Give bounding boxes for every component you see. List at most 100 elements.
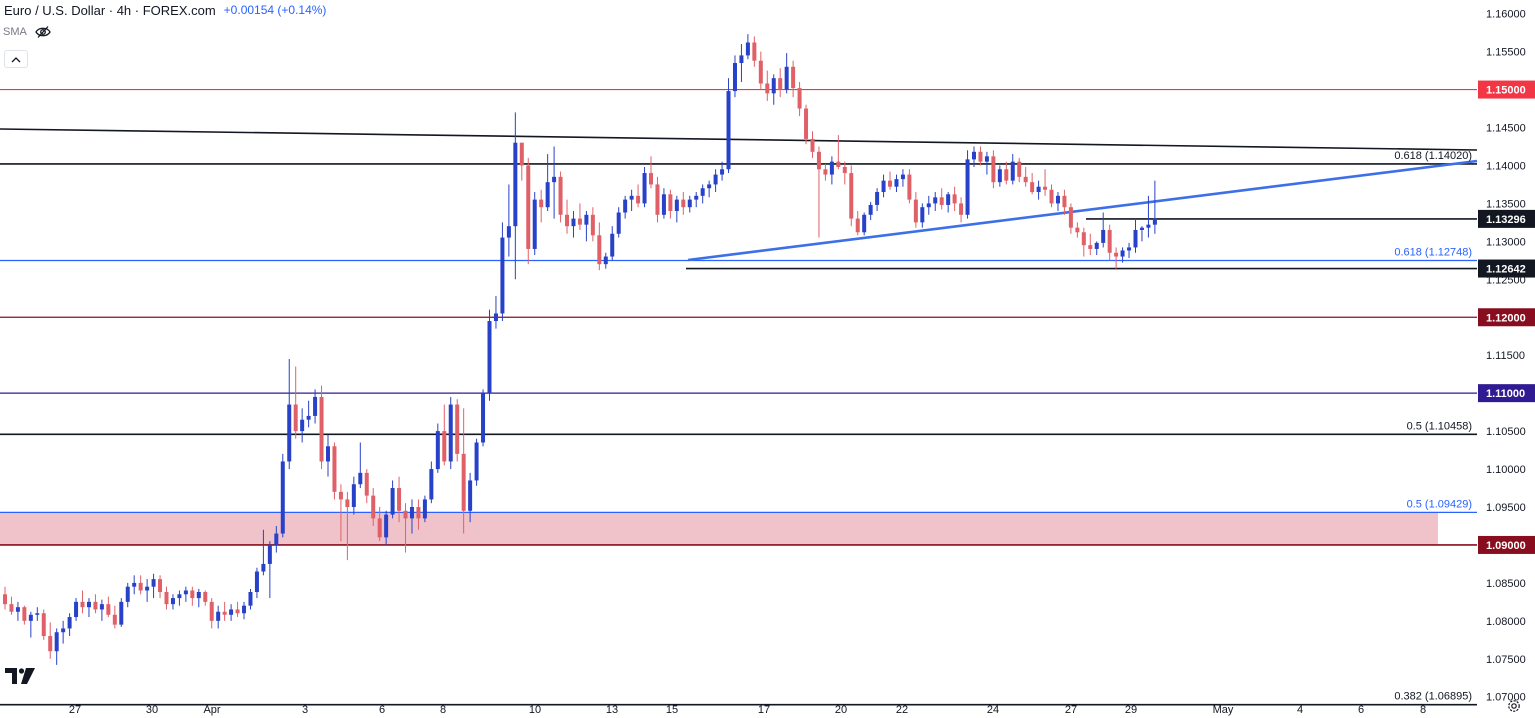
- y-tick-label: 1.10000: [1486, 464, 1526, 476]
- candle-up: [707, 184, 712, 189]
- candle-down: [41, 613, 46, 637]
- candle-up: [474, 442, 479, 481]
- candle-down: [9, 604, 14, 612]
- candle-down: [797, 88, 802, 109]
- candle-down: [577, 218, 582, 225]
- candle-down: [649, 173, 653, 185]
- candle-up: [616, 212, 621, 234]
- candle-down: [816, 151, 821, 170]
- candle-up: [15, 607, 20, 612]
- price-label-text: 1.12642: [1486, 264, 1526, 276]
- candle-down: [539, 199, 544, 208]
- candle-down: [1004, 169, 1009, 181]
- candle-down: [519, 142, 524, 166]
- candle-down: [22, 607, 27, 621]
- price-label-box: [1478, 535, 1535, 554]
- candle-up: [946, 194, 951, 205]
- candle-up: [390, 488, 395, 515]
- candle-up: [177, 594, 182, 599]
- candle-down: [345, 499, 350, 508]
- candle-up: [384, 514, 389, 538]
- candle-up: [771, 78, 776, 94]
- fib-label: 0.5 (1.10458): [1407, 420, 1472, 432]
- x-tick-label: 20: [835, 704, 847, 716]
- candle-up: [1101, 229, 1106, 243]
- price-label-box: [1478, 209, 1535, 228]
- candle-up: [720, 169, 725, 175]
- x-tick-label: 6: [1358, 704, 1364, 716]
- fib-label: 0.618 (1.14020): [1394, 150, 1472, 162]
- candle-up: [132, 582, 137, 587]
- y-tick-label: 1.09500: [1486, 502, 1526, 514]
- price-label-box: [1478, 384, 1535, 403]
- candle-up: [267, 544, 272, 564]
- candle-up: [1139, 227, 1144, 230]
- y-tick-label: 1.14500: [1486, 123, 1526, 135]
- candle-up: [571, 218, 576, 227]
- candle-down: [681, 199, 686, 208]
- candle-down: [791, 66, 796, 89]
- symbol-title[interactable]: Euro / U.S. Dollar · 4h · FOREX.com: [4, 2, 216, 18]
- candle-up: [125, 586, 130, 602]
- candle-down: [332, 446, 337, 492]
- candle-down: [1088, 245, 1093, 249]
- collapse-legend-button[interactable]: [4, 50, 28, 68]
- price-label-box: [1478, 80, 1535, 99]
- indicator-legend[interactable]: SMA: [3, 25, 51, 39]
- candle-up: [351, 484, 356, 508]
- price-label-box: [1478, 308, 1535, 327]
- candle-down: [164, 592, 169, 605]
- candle-down: [1043, 186, 1048, 190]
- candle-up: [881, 180, 886, 193]
- x-tick-label: 24: [987, 704, 999, 716]
- candle-up: [513, 142, 518, 227]
- candle-up: [481, 393, 486, 443]
- candle-down: [765, 83, 770, 94]
- candle-up: [119, 601, 124, 625]
- candle-down: [203, 592, 208, 602]
- candle-down: [1068, 207, 1073, 228]
- candle-down: [190, 590, 195, 599]
- eye-hidden-icon[interactable]: [35, 25, 51, 39]
- candle-up: [28, 614, 33, 621]
- candle-down: [823, 169, 828, 175]
- candle-down: [836, 161, 841, 167]
- y-tick-label: 1.11500: [1486, 350, 1525, 362]
- y-tick-label: 1.08000: [1486, 616, 1526, 628]
- candle-down: [1107, 229, 1112, 253]
- x-tick-label: 22: [896, 704, 908, 716]
- candle-down: [565, 214, 570, 227]
- candle-up: [229, 609, 234, 615]
- candle-up: [493, 313, 498, 322]
- candle-up: [700, 188, 705, 196]
- price-change: +0.00154 (+0.14%): [223, 3, 327, 17]
- candle-down: [810, 138, 815, 152]
- candle-up: [287, 404, 292, 462]
- candle-up: [435, 431, 440, 470]
- gear-icon[interactable]: [1506, 698, 1522, 714]
- candle-up: [242, 605, 247, 614]
- indicator-name[interactable]: SMA: [3, 26, 27, 38]
- candle-down: [397, 488, 402, 511]
- support-zone: [0, 512, 1438, 545]
- candle-up: [732, 62, 737, 92]
- candle-up: [933, 197, 938, 204]
- x-tick-label: 8: [440, 704, 446, 716]
- candle-down: [913, 199, 918, 223]
- candle-up: [584, 214, 589, 225]
- x-tick-label: 3: [302, 704, 308, 716]
- candle-down: [455, 404, 460, 454]
- candle-down: [1114, 252, 1119, 257]
- candle-up: [1120, 250, 1125, 257]
- y-tick-label: 1.13500: [1486, 198, 1526, 210]
- tradingview-logo[interactable]: [5, 666, 37, 686]
- candle-up: [409, 507, 414, 519]
- candle-down: [1030, 182, 1035, 193]
- candle-down: [1049, 189, 1054, 204]
- candle-down: [526, 165, 531, 249]
- candle-up: [629, 195, 634, 200]
- price-label-box: [1478, 259, 1535, 278]
- y-tick-label: 1.13000: [1486, 236, 1526, 248]
